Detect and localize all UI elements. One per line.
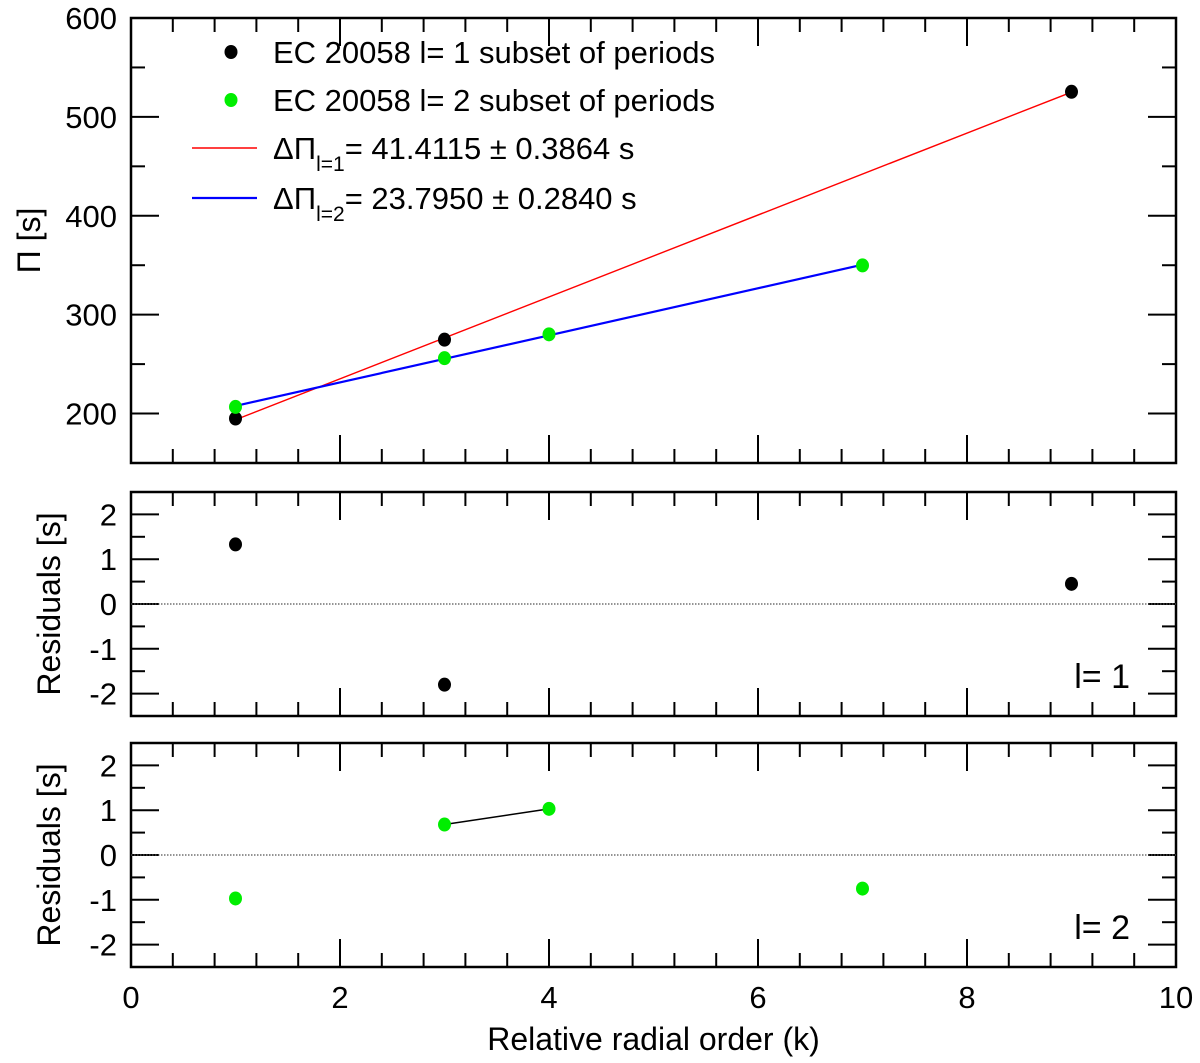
legend-value: = 23.7950 ± 0.2840 s bbox=[345, 181, 637, 216]
y-tick-label: 0 bbox=[100, 587, 117, 622]
legend-label: EC 20058 l= 2 subset of periods bbox=[273, 83, 715, 118]
data-point bbox=[856, 881, 869, 896]
legend-label: EC 20058 l= 1 subset of periods bbox=[273, 35, 715, 70]
data-point bbox=[438, 332, 451, 347]
data-point bbox=[856, 258, 869, 273]
x-tick-label: 0 bbox=[122, 980, 139, 1015]
data-point bbox=[1065, 84, 1078, 99]
y-tick-label: 1 bbox=[100, 793, 117, 828]
plot-frame bbox=[129, 16, 1178, 465]
data-point bbox=[438, 677, 451, 692]
y-axis-label: Π [s] bbox=[11, 208, 47, 274]
y-tick-label: 200 bbox=[65, 397, 117, 432]
data-point bbox=[229, 411, 242, 426]
data-point bbox=[438, 817, 451, 832]
y-tick-label: 300 bbox=[65, 298, 117, 333]
data-point bbox=[229, 399, 242, 414]
y-tick-label: 400 bbox=[65, 199, 117, 234]
y-tick-label: -1 bbox=[89, 883, 117, 918]
legend-delta-pi: ΔΠ bbox=[273, 181, 316, 216]
data-point bbox=[542, 327, 556, 342]
connector-line bbox=[444, 808, 550, 826]
y-tick-label: 0 bbox=[100, 838, 117, 873]
x-tick-label: 8 bbox=[958, 980, 975, 1015]
x-tick-label: 2 bbox=[331, 980, 348, 1015]
data-point bbox=[229, 537, 242, 552]
panel-residuals-l1: -2 -1 0 1 2 Residuals [s] l= 1 bbox=[31, 490, 1178, 718]
legend-value: = 41.4115 ± 0.3864 s bbox=[345, 131, 635, 166]
legend-label: ΔΠl=2= 23.7950 ± 0.2840 s bbox=[273, 181, 637, 226]
y-tick-label: -1 bbox=[89, 632, 117, 667]
data-point bbox=[229, 891, 242, 906]
legend-delta-pi: ΔΠ bbox=[273, 131, 316, 166]
panel-annotation: l= 1 bbox=[1074, 658, 1130, 696]
x-axis-label: Relative radial order (k) bbox=[487, 1021, 820, 1057]
x-tick-label: 6 bbox=[749, 980, 766, 1015]
y-axis-label: Residuals [s] bbox=[31, 763, 67, 946]
y-tick-label: 500 bbox=[65, 100, 117, 135]
data-point bbox=[438, 351, 451, 366]
legend-subscript: l=2 bbox=[316, 203, 345, 226]
panel-residuals-l2: -2 -1 0 1 2 Residuals [s] l= 2 bbox=[31, 741, 1178, 969]
y-tick-label: 1 bbox=[100, 542, 117, 577]
x-tick-label: 10 bbox=[1159, 980, 1193, 1015]
x-tick-label: 4 bbox=[540, 980, 557, 1015]
y-tick-label: 2 bbox=[100, 748, 117, 783]
data-point bbox=[1065, 576, 1078, 591]
legend: EC 20058 l= 1 subset of periods EC 20058 … bbox=[192, 35, 715, 226]
legend-marker bbox=[224, 45, 238, 59]
y-tick-label: -2 bbox=[89, 928, 117, 963]
y-axis-label: Residuals [s] bbox=[31, 512, 67, 695]
panel-annotation: l= 2 bbox=[1074, 909, 1130, 947]
legend-label: ΔΠl=1= 41.4115 ± 0.3864 s bbox=[273, 131, 634, 176]
y-tick-label: 2 bbox=[100, 497, 117, 532]
legend-marker bbox=[224, 93, 238, 107]
data-point bbox=[542, 801, 556, 816]
panel-periods: 200 300 400 500 600 Π [s] bbox=[11, 1, 1178, 465]
y-tick-label: -2 bbox=[89, 677, 117, 712]
fit-line-l=1 bbox=[235, 91, 1072, 421]
y-tick-label: 600 bbox=[65, 1, 117, 36]
legend-subscript: l=1 bbox=[316, 153, 345, 176]
